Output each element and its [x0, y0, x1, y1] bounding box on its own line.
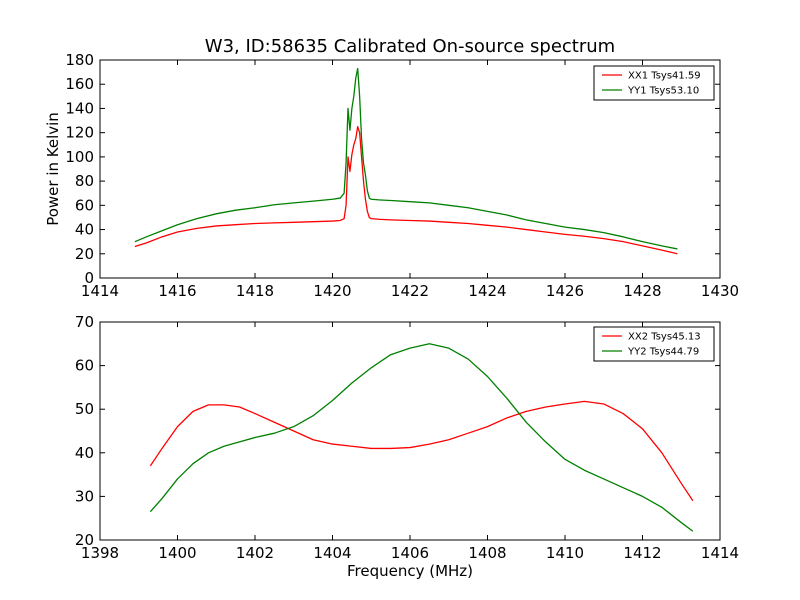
y-tick-label: 140 — [65, 99, 94, 117]
y-axis-label: Power in Kelvin — [44, 112, 62, 226]
series-line-1 — [134, 67, 678, 250]
x-tick-label: 1412 — [623, 544, 661, 562]
y-tick-label: 20 — [75, 245, 94, 263]
y-tick-label: 180 — [65, 51, 94, 69]
series-layer — [149, 343, 694, 532]
y-tick-label: 0 — [84, 269, 94, 287]
y-tick-label: 100 — [65, 148, 94, 166]
y-tick-label: 40 — [75, 444, 94, 462]
y-tick-label: 30 — [75, 487, 94, 505]
x-tick-label: 1402 — [236, 544, 274, 562]
legend-box — [593, 326, 715, 362]
x-tick-label: 1408 — [468, 544, 506, 562]
y-tick-label: 40 — [75, 221, 94, 239]
legend-label-xx1: XX1 Tsys41.59 — [628, 71, 701, 82]
x-tick-label: 1430 — [701, 282, 739, 300]
bottom-spectrum-chart: Frequency (MHz) 1398 1400 1402 1404 1406 1408… — [75, 313, 739, 580]
y-tick-label: 60 — [75, 196, 94, 214]
x-tick-label: 1410 — [546, 544, 584, 562]
x-tick-label: 1416 — [158, 282, 196, 300]
x-axis-label: Frequency (MHz) — [347, 562, 473, 580]
series-layer — [134, 67, 678, 255]
legend-label-yy1: YY1 Tsys53.10 — [627, 86, 699, 97]
legend: XX2 Tsys45.13 YY2 Tsys44.79 — [593, 326, 715, 362]
y-tick-label: 80 — [75, 172, 94, 190]
y-tick-label: 20 — [75, 531, 94, 549]
x-tick-label: 1414 — [701, 544, 739, 562]
axis-layer: 1398 1400 1402 1404 1406 1408 1410 1412 1414 20 30… — [75, 313, 739, 562]
axis-layer: 1414 1416 1418 1420 1422 1424 1426 1428 1430 0 20 4… — [65, 51, 739, 300]
x-tick-label: 1414 — [81, 282, 119, 300]
chart-title: W3, ID:58635 Calibrated On-source spectr… — [205, 36, 615, 57]
y-tick-label: 70 — [75, 313, 94, 331]
x-tick-label: 1420 — [313, 282, 351, 300]
legend-label-yy2: YY2 Tsys44.79 — [627, 347, 699, 358]
x-tick-label: 1424 — [468, 282, 506, 300]
y-tick-label: 50 — [75, 400, 94, 418]
y-tick-label: 160 — [65, 75, 94, 93]
x-tick-label: 1428 — [623, 282, 661, 300]
series-line-0 — [149, 400, 694, 502]
y-tick-label: 120 — [65, 124, 94, 142]
legend-box — [593, 65, 715, 101]
legend: XX1 Tsys41.59 YY1 Tsys53.10 — [593, 65, 715, 101]
plot-area-frame — [99, 59, 721, 279]
top-spectrum-chart: W3, ID:58635 Calibrated On-source spectr… — [44, 36, 739, 300]
x-tick-label: 1406 — [391, 544, 429, 562]
series-line-0 — [134, 125, 678, 255]
x-tick-label: 1422 — [391, 282, 429, 300]
x-tick-label: 1398 — [81, 544, 119, 562]
x-tick-label: 1400 — [158, 544, 196, 562]
legend-label-xx2: XX2 Tsys45.13 — [628, 332, 701, 343]
x-tick-label: 1426 — [546, 282, 584, 300]
plot-area-frame — [99, 321, 721, 541]
x-tick-label: 1418 — [236, 282, 274, 300]
series-line-1 — [149, 343, 694, 532]
x-tick-label: 1404 — [313, 544, 351, 562]
y-tick-label: 60 — [75, 357, 94, 375]
